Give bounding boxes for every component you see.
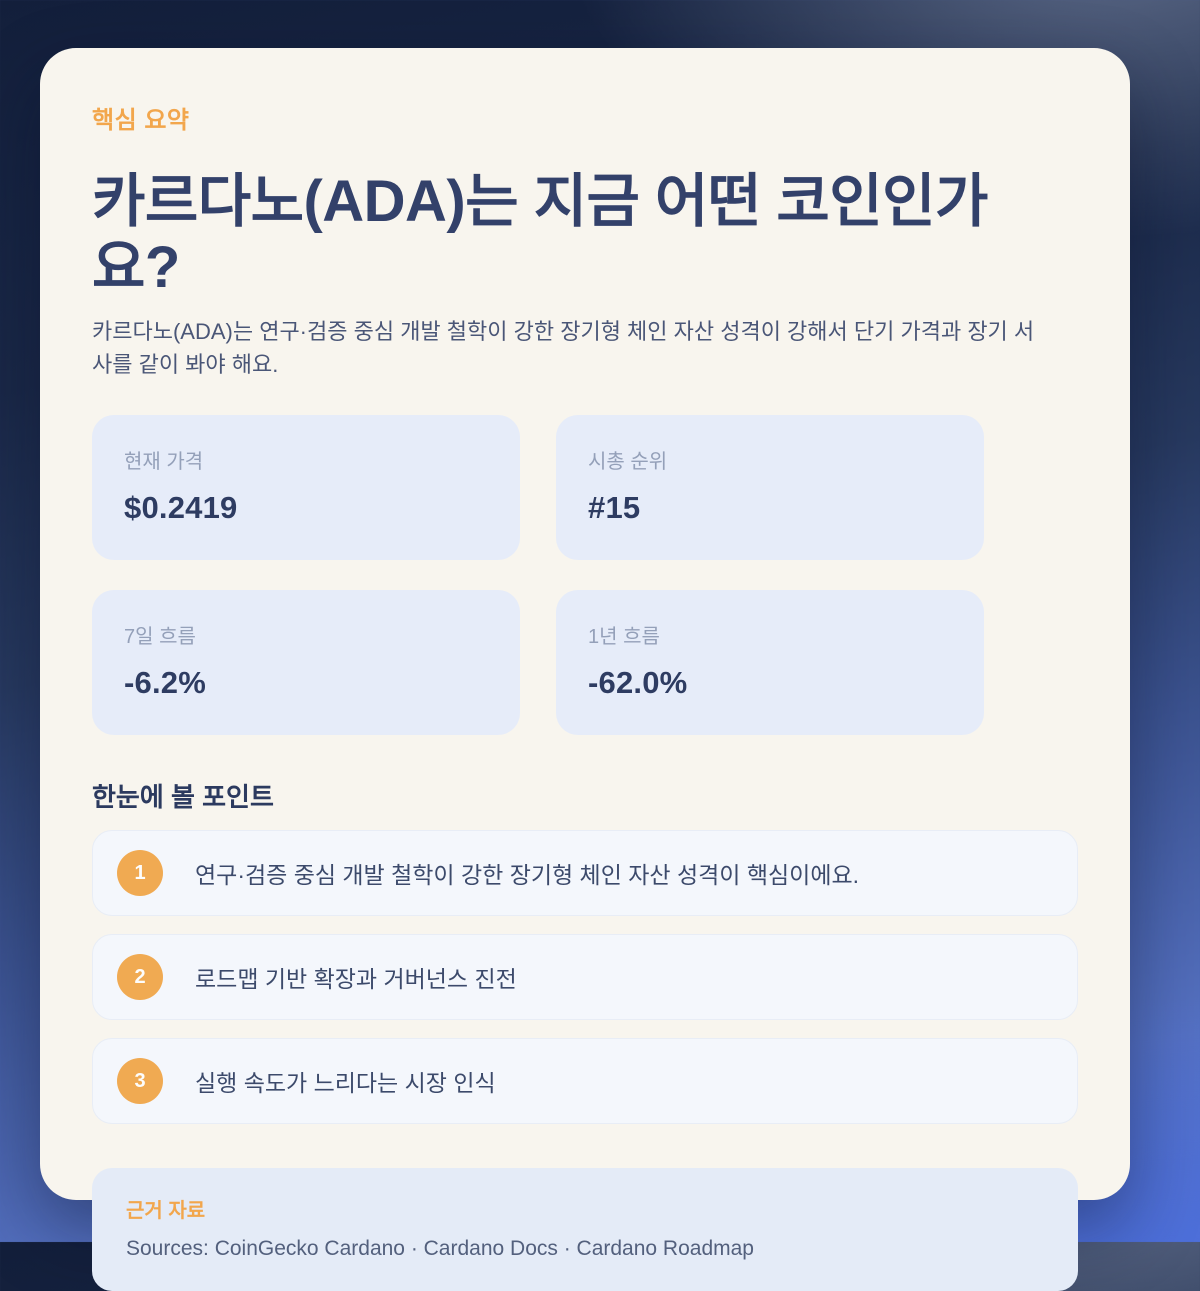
- stat-label: 1년 흐름: [588, 626, 660, 649]
- point-text: 로드맵 기반 확장과 거버넌스 진전: [195, 966, 517, 993]
- stat-marketcap-rank: 시총 순위 #15: [556, 415, 984, 561]
- sources-text: Sources: CoinGecko Cardano · Cardano Doc…: [126, 1237, 754, 1261]
- stat-label: 7일 흐름: [124, 626, 196, 649]
- stat-7d-change: 7일 흐름 -6.2%: [92, 590, 520, 736]
- points-section-heading: 한눈에 볼 포인트: [92, 782, 274, 813]
- point-number-badge: 3: [117, 1058, 163, 1105]
- stat-1y-change: 1년 흐름 -62.0%: [556, 590, 984, 736]
- stat-value: -62.0%: [588, 665, 688, 701]
- sources-label: 근거 자료: [126, 1200, 206, 1223]
- list-item: 1 연구·검증 중심 개발 철학이 강한 장기형 체인 자산 성격이 핵심이에요…: [92, 830, 1078, 917]
- point-number-badge: 1: [117, 850, 163, 897]
- stat-value: #15: [588, 490, 641, 526]
- list-item: 2 로드맵 기반 확장과 거버넌스 진전: [92, 934, 1078, 1021]
- point-number-badge: 2: [117, 954, 163, 1001]
- stat-label: 시총 순위: [588, 451, 668, 474]
- stat-label: 현재 가격: [124, 451, 204, 474]
- list-item: 3 실행 속도가 느리다는 시장 인식: [92, 1038, 1078, 1125]
- point-text: 실행 속도가 느리다는 시장 인식: [195, 1070, 496, 1097]
- summary-card: 핵심 요약 카르다노(ADA)는 지금 어떤 코인인가요? 카르다노(ADA)는…: [40, 48, 1130, 1291]
- page-subtitle: 카르다노(ADA)는 연구·검증 중심 개발 철학이 강한 장기형 체인 자산 …: [92, 319, 1035, 378]
- point-text: 연구·검증 중심 개발 철학이 강한 장기형 체인 자산 성격이 핵심이에요.: [195, 862, 860, 889]
- page-title: 카르다노(ADA)는 지금 어떤 코인인가요?: [92, 169, 988, 301]
- stat-current-price: 현재 가격 $0.2419: [92, 415, 520, 561]
- stat-value: -6.2%: [124, 665, 206, 701]
- points-list: 1 연구·검증 중심 개발 철학이 강한 장기형 체인 자산 성격이 핵심이에요…: [92, 830, 1078, 1125]
- sources-box: 근거 자료 Sources: CoinGecko Cardano · Carda…: [92, 1168, 1078, 1291]
- stat-value: $0.2419: [124, 490, 238, 526]
- eyebrow-label: 핵심 요약: [92, 107, 190, 134]
- stats-grid: 현재 가격 $0.2419 시총 순위 #15 7일 흐름 -6.2% 1년 흐…: [92, 415, 984, 736]
